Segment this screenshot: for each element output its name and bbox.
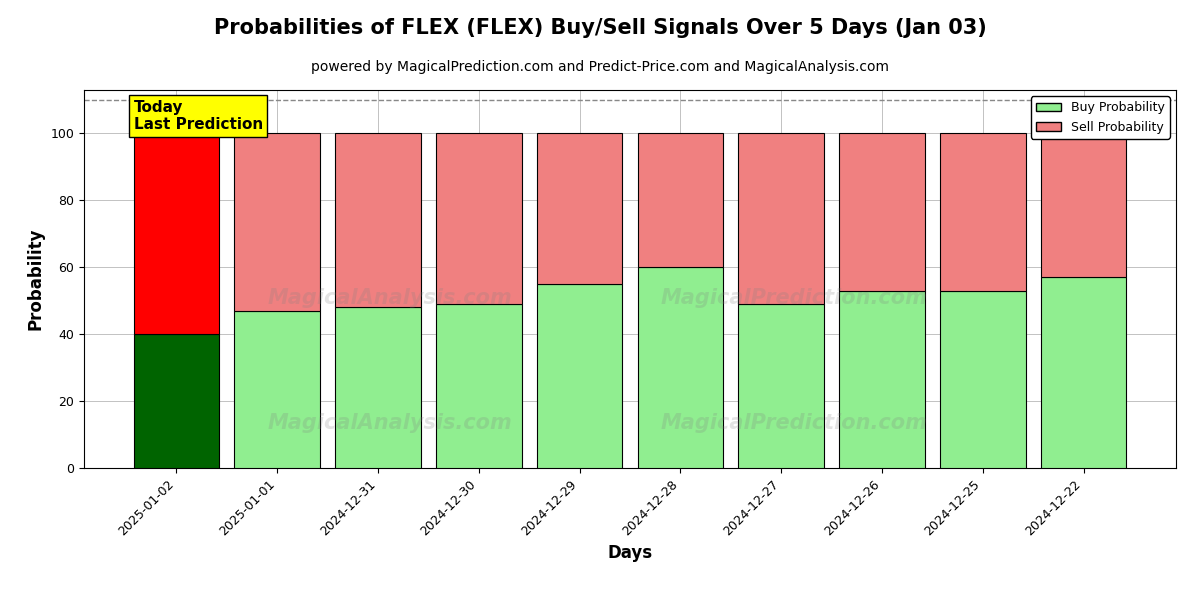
- Bar: [133, 133, 220, 334]
- Bar: [234, 311, 320, 468]
- X-axis label: Days: Days: [607, 544, 653, 562]
- Text: MagicalPrediction.com: MagicalPrediction.com: [660, 288, 928, 308]
- Bar: [536, 284, 623, 468]
- Legend: Buy Probability, Sell Probability: Buy Probability, Sell Probability: [1031, 96, 1170, 139]
- Text: powered by MagicalPrediction.com and Predict-Price.com and MagicalAnalysis.com: powered by MagicalPrediction.com and Pre…: [311, 60, 889, 74]
- Bar: [536, 133, 623, 284]
- Y-axis label: Probability: Probability: [26, 228, 44, 330]
- Bar: [1040, 133, 1127, 277]
- Text: MagicalAnalysis.com: MagicalAnalysis.com: [268, 413, 512, 433]
- Bar: [738, 304, 824, 468]
- Bar: [436, 304, 522, 468]
- Bar: [234, 133, 320, 311]
- Bar: [335, 307, 421, 468]
- Bar: [133, 334, 220, 468]
- Bar: [940, 291, 1026, 468]
- Bar: [335, 133, 421, 307]
- Bar: [637, 133, 724, 267]
- Bar: [738, 133, 824, 304]
- Text: Today
Last Prediction: Today Last Prediction: [133, 100, 263, 133]
- Bar: [839, 133, 925, 291]
- Bar: [940, 133, 1026, 291]
- Bar: [637, 267, 724, 468]
- Bar: [1040, 277, 1127, 468]
- Bar: [839, 291, 925, 468]
- Text: MagicalPrediction.com: MagicalPrediction.com: [660, 413, 928, 433]
- Bar: [436, 133, 522, 304]
- Text: Probabilities of FLEX (FLEX) Buy/Sell Signals Over 5 Days (Jan 03): Probabilities of FLEX (FLEX) Buy/Sell Si…: [214, 18, 986, 38]
- Text: MagicalAnalysis.com: MagicalAnalysis.com: [268, 288, 512, 308]
